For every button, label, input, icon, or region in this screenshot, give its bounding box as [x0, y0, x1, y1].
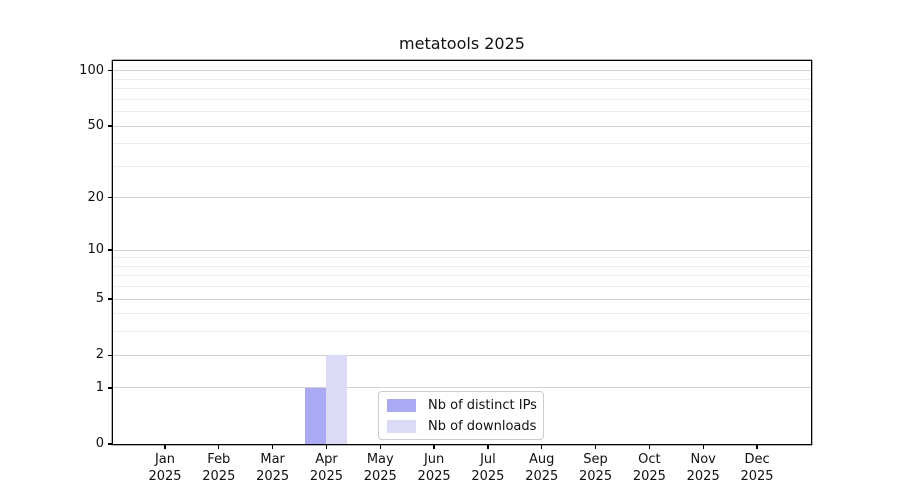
legend-swatch-nb-of-downloads: [387, 419, 416, 433]
gridline-major: [113, 249, 811, 251]
legend-label: Nb of downloads: [428, 418, 537, 434]
x-tick-label: Nov 2025: [673, 452, 733, 485]
x-tick-year: 2025: [471, 468, 505, 484]
y-tick-mark: [107, 443, 112, 445]
gridline-major: [113, 125, 811, 127]
x-tick-mark: [164, 445, 166, 450]
x-tick-mark: [379, 445, 381, 450]
x-tick-mark: [702, 445, 704, 450]
x-tick-month: Oct: [638, 452, 661, 467]
x-tick-month: May: [366, 452, 394, 467]
y-tick-mark: [107, 387, 112, 389]
x-tick-year: 2025: [256, 468, 290, 484]
gridline-minor: [113, 143, 811, 145]
gridline-minor: [113, 313, 811, 315]
x-tick-month: Nov: [690, 452, 716, 467]
gridline-major: [113, 387, 811, 389]
x-tick-month: Jun: [423, 452, 445, 467]
x-tick-label: Apr 2025: [296, 452, 356, 485]
x-tick-label: Oct 2025: [619, 452, 679, 485]
gridline-major: [113, 70, 811, 72]
x-tick-month: Jul: [480, 452, 496, 467]
x-tick-label: Mar 2025: [243, 452, 303, 485]
x-tick-year: 2025: [148, 468, 182, 484]
x-tick-label: Jan 2025: [135, 452, 195, 485]
x-tick-label: Jul 2025: [458, 452, 518, 485]
x-tick-mark: [433, 445, 435, 450]
x-tick-year: 2025: [579, 468, 613, 484]
x-tick-label: Jun 2025: [404, 452, 464, 485]
x-tick-year: 2025: [525, 468, 559, 484]
legend-item: Nb of distinct IPs: [387, 397, 537, 413]
gridline-minor: [113, 88, 811, 90]
y-tick-mark: [107, 70, 112, 72]
y-tick-mark: [107, 125, 112, 127]
x-tick-label: Feb 2025: [189, 452, 249, 485]
y-tick-mark: [107, 354, 112, 356]
gridline-minor: [113, 78, 811, 80]
y-tick-label: 2: [95, 347, 104, 363]
gridline-minor: [113, 275, 811, 277]
x-tick-year: 2025: [363, 468, 397, 484]
x-tick-month: Sep: [583, 452, 608, 467]
x-tick-year: 2025: [309, 468, 343, 484]
bar-nb-of-distinct-ips-apr: [305, 387, 327, 444]
y-tick-label: 20: [87, 189, 104, 205]
y-tick-label: 10: [87, 242, 104, 258]
y-tick-label: 50: [87, 118, 104, 134]
x-tick-label: Dec 2025: [727, 452, 787, 485]
legend-item: Nb of downloads: [387, 418, 537, 434]
x-tick-year: 2025: [202, 468, 236, 484]
x-tick-year: 2025: [417, 468, 451, 484]
gridline-minor: [113, 98, 811, 100]
x-tick-year: 2025: [686, 468, 720, 484]
gridline-minor: [113, 257, 811, 259]
x-tick-mark: [541, 445, 543, 450]
y-tick-mark: [107, 298, 112, 300]
y-tick-mark: [107, 249, 112, 251]
x-tick-mark: [487, 445, 489, 450]
x-tick-mark: [325, 445, 328, 450]
x-tick-month: Aug: [529, 452, 555, 467]
x-tick-month: Jan: [154, 452, 176, 467]
legend-swatch-nb-of-distinct-ips: [387, 398, 416, 412]
gridline-minor: [113, 286, 811, 288]
gridline-major: [113, 354, 811, 356]
bar-nb-of-downloads-apr: [326, 355, 348, 444]
x-tick-month: Mar: [260, 452, 285, 467]
x-tick-year: 2025: [632, 468, 666, 484]
x-tick-month: Apr: [315, 452, 338, 467]
y-tick-label: 5: [95, 291, 104, 307]
y-tick-label: 1: [95, 379, 104, 395]
gridline-major: [113, 298, 811, 300]
gridline-major: [113, 197, 811, 199]
chart-title: metatools 2025: [399, 34, 525, 53]
x-tick-month: Dec: [744, 452, 770, 467]
x-tick-label: Aug 2025: [512, 452, 572, 485]
x-tick-year: 2025: [740, 468, 774, 484]
x-tick-mark: [594, 445, 597, 450]
y-tick-label: 100: [79, 62, 104, 78]
y-tick-label: 0: [95, 436, 104, 451]
legend: Nb of distinct IPs Nb of downloads: [378, 391, 544, 440]
x-tick-mark: [648, 445, 651, 450]
x-tick-month: Feb: [207, 452, 231, 467]
y-tick-mark: [107, 197, 112, 199]
x-tick-label: Sep 2025: [566, 452, 626, 485]
gridline-minor: [113, 165, 811, 167]
gridline-minor: [113, 111, 811, 113]
x-tick-label: May 2025: [350, 452, 410, 485]
x-tick-mark: [218, 445, 220, 450]
plot-area: [113, 61, 811, 444]
x-tick-mark: [756, 445, 758, 450]
x-tick-mark: [271, 445, 274, 450]
gridline-minor: [113, 265, 811, 267]
gridline-minor: [113, 331, 811, 333]
legend-label: Nb of distinct IPs: [428, 397, 537, 413]
